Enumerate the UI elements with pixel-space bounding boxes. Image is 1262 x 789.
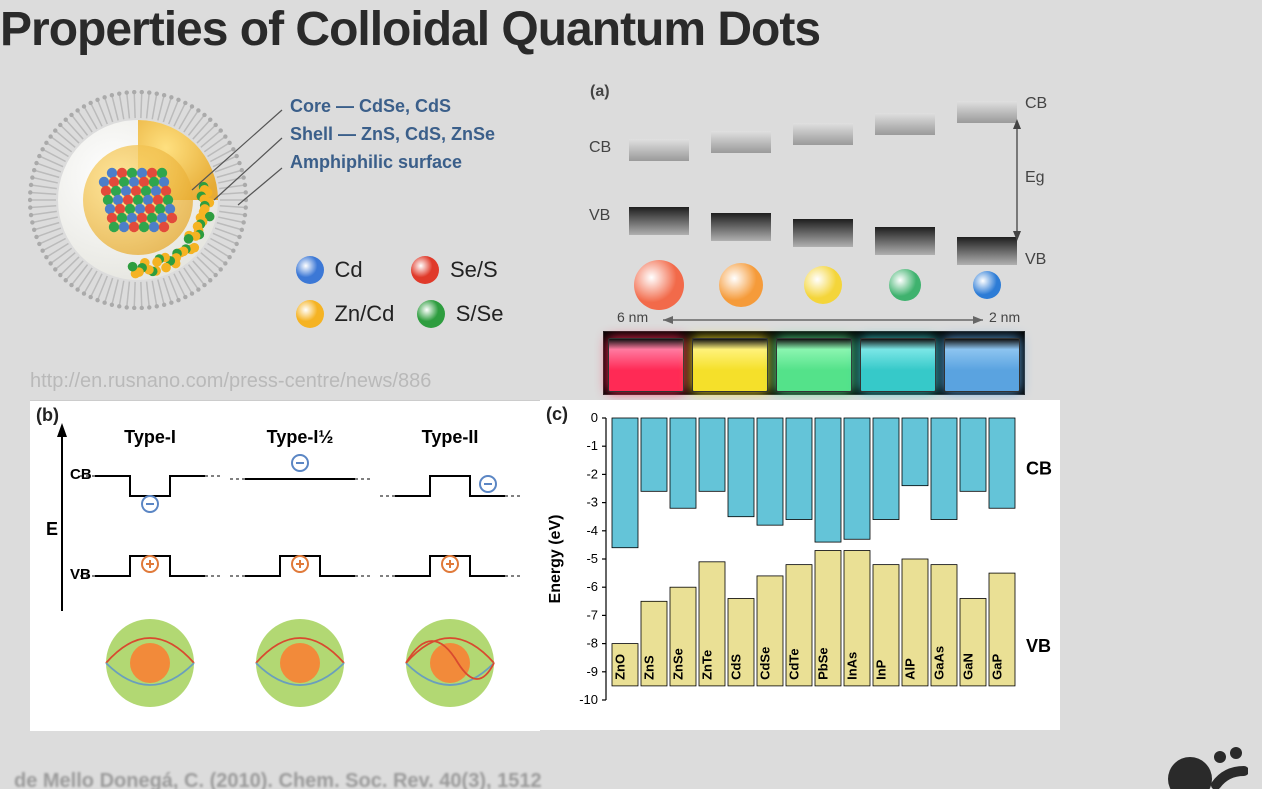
svg-text:VB: VB xyxy=(1026,636,1051,656)
svg-text:-8: -8 xyxy=(586,636,598,651)
svg-text:CdTe: CdTe xyxy=(787,648,802,680)
panel-a-vb-right: VB xyxy=(1025,251,1046,269)
url-watermark: http://en.rusnano.com/press-centre/news/… xyxy=(30,370,431,393)
svg-text:-10: -10 xyxy=(579,692,598,707)
svg-text:-1: -1 xyxy=(586,438,598,453)
logo-icon xyxy=(1158,735,1248,789)
legend-row-1: Cd Se/S xyxy=(296,256,498,284)
legend-label-zncd: Zn/Cd xyxy=(334,301,394,327)
legend-dot-ses xyxy=(411,256,439,284)
panel-b-label: (b) xyxy=(36,405,59,426)
panel-a-cb-right: CB xyxy=(1025,95,1047,113)
svg-text:0: 0 xyxy=(591,410,598,425)
svg-text:-5: -5 xyxy=(586,551,598,566)
svg-text:ZnTe: ZnTe xyxy=(700,650,715,680)
svg-text:-9: -9 xyxy=(586,664,598,679)
citation-text: de Mello Donegá, C. (2010). Chem. Soc. R… xyxy=(14,770,542,789)
svg-text:ZnO: ZnO xyxy=(613,654,628,680)
svg-text:Type-I: Type-I xyxy=(124,427,176,447)
legend-label-sse: S/Se xyxy=(456,301,504,327)
qd-label-shell: Shell — ZnS, CdS, ZnSe xyxy=(290,124,495,145)
svg-text:ZnSe: ZnSe xyxy=(671,648,686,680)
svg-text:ZnS: ZnS xyxy=(642,655,657,680)
qd-label-core: Core — CdSe, CdS xyxy=(290,96,451,117)
svg-text:InAs: InAs xyxy=(845,652,860,680)
panel-c-label: (c) xyxy=(546,404,568,425)
svg-text:GaN: GaN xyxy=(961,653,976,680)
svg-text:CdSe: CdSe xyxy=(758,647,773,680)
svg-text:Type-I½: Type-I½ xyxy=(267,427,334,447)
svg-text:-7: -7 xyxy=(586,607,598,622)
qd-illustration xyxy=(28,90,248,310)
panel-c: (c) 0 -1 -2 -3 -4 -5 -6 -7 -8 -9 -10 Ener… xyxy=(540,400,1060,730)
svg-text:CB: CB xyxy=(70,466,92,483)
panel-a-eg: Eg xyxy=(1025,169,1045,187)
legend-row-2: Zn/Cd S/Se xyxy=(296,300,503,328)
svg-text:-3: -3 xyxy=(586,495,598,510)
panel-b: (b) E CB VB Type-I Type-I½ xyxy=(30,400,540,731)
legend-label-ses: Se/S xyxy=(450,257,498,283)
panel-a-cb-left: CB xyxy=(589,139,611,157)
svg-text:-6: -6 xyxy=(586,579,598,594)
svg-text:CB: CB xyxy=(1026,458,1052,478)
page-title: Properties of Colloidal Quantum Dots xyxy=(0,2,820,57)
svg-text:GaP: GaP xyxy=(990,654,1005,680)
svg-text:Energy (eV): Energy (eV) xyxy=(547,515,564,604)
svg-text:Type-II: Type-II xyxy=(422,427,479,447)
slide-root: Properties of Colloidal Quantum Dots xyxy=(0,0,1262,789)
svg-text:-2: -2 xyxy=(586,466,598,481)
legend-dot-sse xyxy=(417,300,445,328)
svg-text:CdS: CdS xyxy=(729,654,744,680)
svg-text:InP: InP xyxy=(874,659,889,680)
panel-a: CB VB CB VB Eg 6 nm 2 nm xyxy=(585,81,1055,411)
qd-label-surface: Amphiphilic surface xyxy=(290,152,462,173)
panel-a-cuvettes xyxy=(603,331,1025,395)
svg-text:GaAs: GaAs xyxy=(932,646,947,680)
svg-text:E: E xyxy=(46,519,58,539)
panel-a-vb-left: VB xyxy=(589,207,610,225)
legend-dot-zncd xyxy=(296,300,324,328)
svg-text:-4: -4 xyxy=(586,523,598,538)
svg-text:PbSe: PbSe xyxy=(816,647,831,680)
svg-text:VB: VB xyxy=(70,566,91,583)
svg-text:AlP: AlP xyxy=(903,658,918,680)
legend-label-cd: Cd xyxy=(334,257,362,283)
legend-dot-cd xyxy=(296,256,324,284)
